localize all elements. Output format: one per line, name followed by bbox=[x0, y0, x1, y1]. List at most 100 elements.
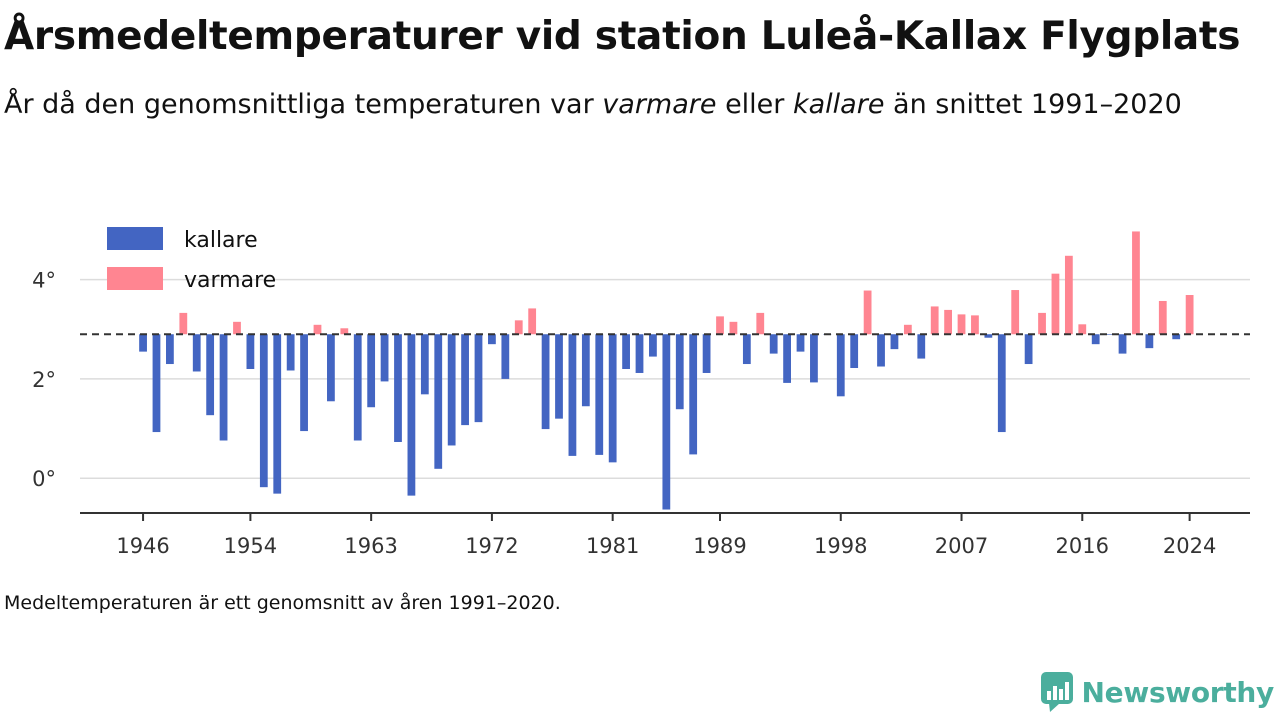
bar-kallare bbox=[139, 334, 147, 352]
bar-kallare bbox=[407, 334, 416, 496]
bar-kallare bbox=[581, 334, 590, 407]
bar-kallare bbox=[394, 334, 402, 442]
bar-kallare bbox=[380, 334, 389, 382]
bar-kallare bbox=[461, 334, 469, 426]
bar-kallare bbox=[1105, 334, 1114, 335]
bar-varmare bbox=[514, 320, 523, 335]
bar-varmare bbox=[944, 309, 952, 335]
bar-kallare bbox=[1145, 334, 1154, 349]
bar-kallare bbox=[1091, 334, 1100, 345]
bar-kallare bbox=[649, 334, 657, 357]
bar-kallare bbox=[434, 334, 443, 469]
bar-kallare bbox=[1118, 334, 1127, 354]
bar-varmare bbox=[971, 315, 979, 335]
bar-kallare bbox=[997, 334, 1006, 433]
bar-kallare bbox=[675, 334, 684, 410]
subtitle-colder: kallare bbox=[792, 89, 885, 120]
x-tick-label: 1963 bbox=[344, 534, 397, 558]
bar-varmare bbox=[1051, 273, 1060, 335]
subtitle-text-1: År då den genomsnittliga temperaturen va… bbox=[4, 89, 603, 120]
brand-name: Newsworthy bbox=[1081, 675, 1275, 709]
bar-varmare bbox=[756, 312, 765, 335]
bar-varmare bbox=[340, 328, 349, 335]
legend-swatch-kallare bbox=[107, 227, 163, 250]
bar-kallare bbox=[836, 334, 845, 397]
bar-kallare bbox=[192, 334, 201, 372]
bar-kallare bbox=[474, 334, 483, 423]
bar-kallare bbox=[877, 334, 885, 367]
bars bbox=[139, 231, 1194, 510]
bar-kallare bbox=[769, 334, 778, 354]
bar-varmare bbox=[1064, 255, 1073, 335]
bar-varmare bbox=[528, 308, 537, 335]
bar-kallare bbox=[286, 334, 295, 371]
bar-kallare bbox=[595, 334, 604, 455]
bar-kallare bbox=[246, 334, 255, 369]
bar-kallare bbox=[890, 334, 899, 350]
bar-kallare bbox=[742, 334, 751, 365]
legend-swatch-varmare bbox=[107, 267, 163, 290]
bar-kallare bbox=[689, 334, 698, 455]
bar-varmare bbox=[1185, 295, 1194, 335]
x-tick-label: 1954 bbox=[224, 534, 277, 558]
bar-kallare bbox=[541, 334, 550, 430]
legend: kallare varmare bbox=[107, 227, 276, 293]
bar-kallare bbox=[488, 334, 496, 345]
bar-kallare bbox=[206, 334, 215, 416]
bar-kallare bbox=[608, 334, 617, 463]
bar-kallare bbox=[1024, 334, 1033, 365]
legend-label-varmare: varmare bbox=[184, 268, 276, 293]
bar-varmare bbox=[957, 314, 966, 335]
bar-kallare bbox=[300, 334, 308, 432]
bar-varmare bbox=[313, 324, 322, 335]
x-tick-label: 1998 bbox=[814, 534, 867, 558]
bar-kallare bbox=[353, 334, 362, 441]
bar-varmare bbox=[1132, 231, 1140, 335]
bar-kallare bbox=[850, 334, 859, 369]
bar-kallare bbox=[367, 334, 376, 408]
legend-label-kallare: kallare bbox=[184, 228, 258, 253]
chart-subtitle: År då den genomsnittliga temperaturen va… bbox=[4, 84, 1224, 126]
x-tick-label: 1972 bbox=[465, 534, 518, 558]
footnote: Medeltemperaturen är ett genomsnitt av å… bbox=[4, 592, 561, 614]
x-tick-label: 2007 bbox=[935, 534, 988, 558]
bar-varmare bbox=[1078, 324, 1087, 335]
bar-kallare bbox=[810, 334, 818, 383]
bar-varmare bbox=[903, 324, 912, 335]
bar-kallare bbox=[501, 334, 510, 379]
bar-varmare bbox=[1158, 300, 1167, 335]
bar-kallare bbox=[622, 334, 630, 369]
y-tick-label: 2° bbox=[32, 368, 56, 392]
bar-kallare bbox=[702, 334, 711, 373]
x-tick-label: 1981 bbox=[586, 534, 639, 558]
bar-kallare bbox=[327, 334, 335, 402]
x-tick-label: 1946 bbox=[116, 534, 169, 558]
bar-kallare bbox=[984, 334, 993, 338]
bar-kallare bbox=[796, 334, 805, 352]
bar-kallare bbox=[447, 334, 456, 446]
chart-title: Årsmedeltemperaturer vid station Luleå-K… bbox=[4, 14, 1241, 59]
bar-kallare bbox=[420, 334, 429, 395]
bar-varmare bbox=[716, 316, 724, 335]
bar-kallare bbox=[166, 334, 174, 365]
bar-varmare bbox=[863, 290, 872, 335]
subtitle-warmer: varmare bbox=[602, 89, 717, 120]
bar-kallare bbox=[273, 334, 282, 494]
bar-varmare bbox=[179, 312, 188, 335]
bar-chart: 0° 2° 4° 1946 1954 1963 1972 1981 1989 1998 2007 20… bbox=[32, 227, 1250, 558]
bar-varmare bbox=[930, 306, 939, 335]
bar-kallare bbox=[635, 334, 644, 373]
bar-kallare bbox=[1172, 334, 1181, 340]
y-tick-label: 4° bbox=[32, 269, 56, 293]
bar-kallare bbox=[259, 334, 268, 488]
bar-kallare bbox=[152, 334, 161, 433]
subtitle-text-3: än snittet 1991–2020 bbox=[884, 89, 1182, 120]
x-tick-label: 2024 bbox=[1163, 534, 1216, 558]
bar-kallare bbox=[219, 334, 228, 441]
bar-varmare bbox=[1011, 290, 1020, 335]
bar-kallare bbox=[568, 334, 577, 456]
brand: Newsworthy bbox=[1040, 671, 1274, 713]
y-tick-label: 0° bbox=[32, 467, 56, 491]
x-tick-label: 1989 bbox=[693, 534, 746, 558]
bar-varmare bbox=[233, 321, 241, 335]
